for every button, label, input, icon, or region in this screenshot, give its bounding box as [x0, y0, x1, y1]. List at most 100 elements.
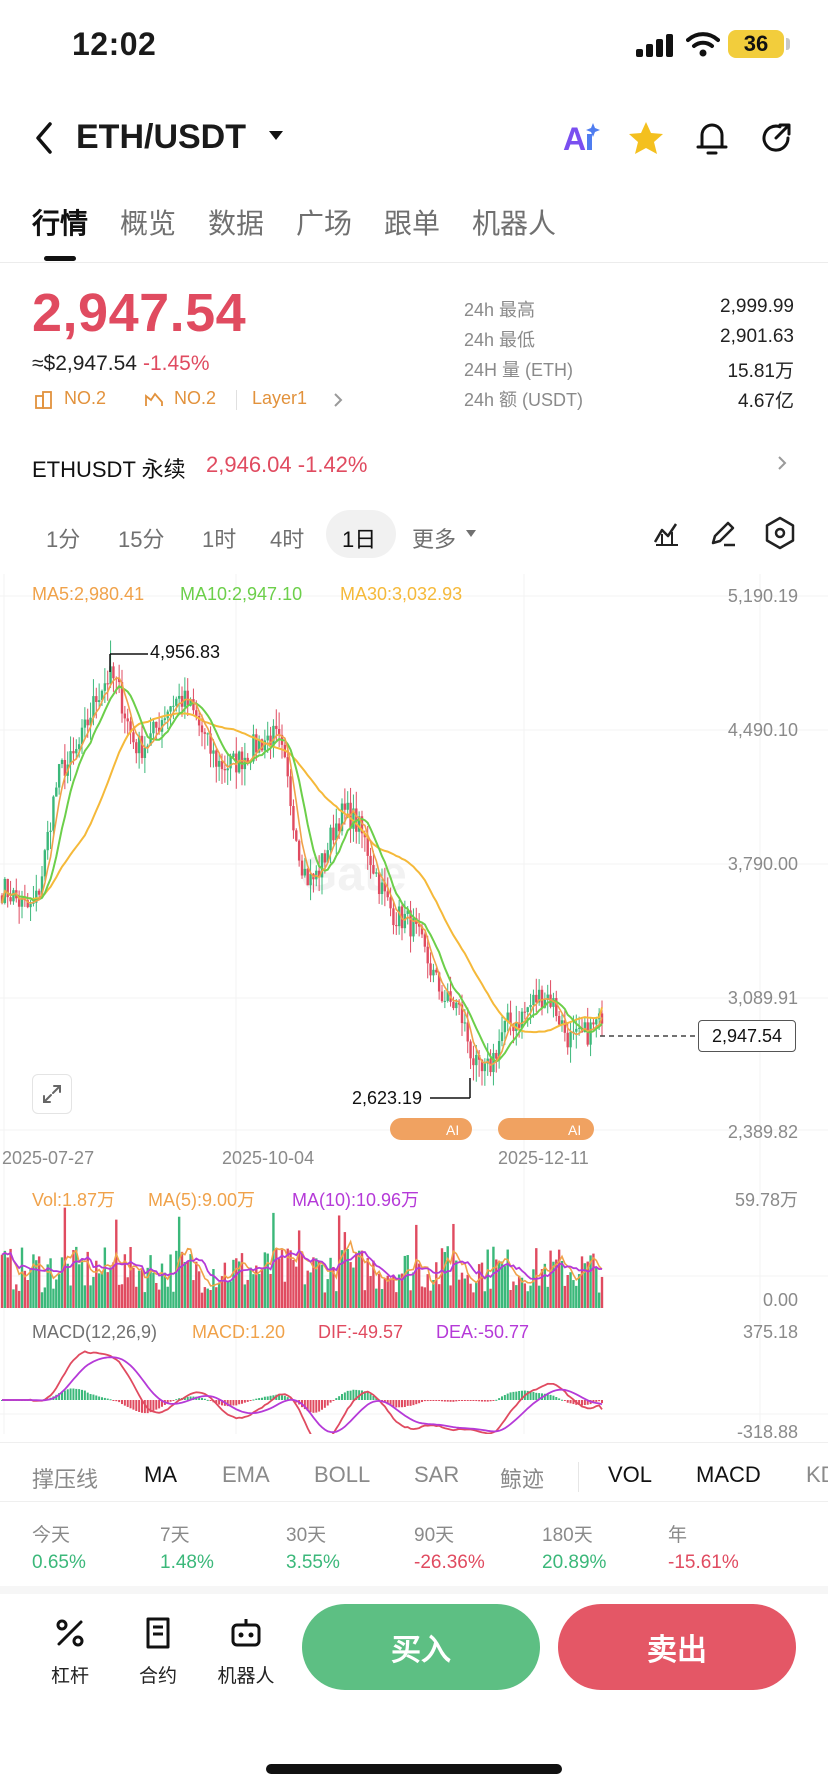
volume-bar — [460, 1272, 464, 1308]
indicator-macd[interactable]: MACD — [696, 1462, 761, 1487]
candle-body — [443, 1000, 447, 1002]
volume-bar — [363, 1290, 367, 1308]
contract-button[interactable]: 合约 — [118, 1616, 198, 1688]
volume-bar — [332, 1266, 335, 1308]
price-alert-bell-icon[interactable] — [690, 116, 734, 160]
volume-bar — [172, 1291, 175, 1308]
last-price: 2,947.54 — [32, 283, 247, 343]
indicator-boll[interactable]: BOLL — [314, 1462, 371, 1487]
candle-body — [52, 796, 55, 831]
macd-bar — [449, 1400, 452, 1402]
bottom-divider — [0, 1586, 828, 1594]
tab-market[interactable]: 行情 — [32, 208, 89, 239]
perpetual-label[interactable]: ETHUSDT 永续 — [32, 457, 186, 482]
indicator-ma[interactable]: MA — [144, 1462, 177, 1487]
macd-bar — [418, 1400, 421, 1404]
sector-chevron-icon[interactable] — [332, 390, 344, 410]
perf-1y-label: 年 — [668, 1525, 688, 1546]
volume-bar — [117, 1284, 121, 1308]
robot-button[interactable]: 机器人 — [206, 1616, 286, 1688]
tab-overview[interactable]: 概览 — [120, 208, 177, 239]
timeframe-15m[interactable]: 15分 — [118, 527, 165, 552]
timeframe-1d[interactable]: 1日 — [342, 527, 377, 552]
candle-body — [497, 1041, 501, 1059]
macd-bar — [583, 1400, 586, 1406]
candle-body — [455, 1002, 458, 1009]
volume-bar — [397, 1274, 401, 1308]
macd-bar — [135, 1400, 138, 1411]
candle-body — [117, 678, 121, 683]
macd-bar — [175, 1399, 178, 1401]
indicator-sar[interactable]: SAR — [414, 1462, 460, 1487]
perf-today-label: 今天 — [32, 1525, 71, 1546]
macd-bar — [206, 1399, 209, 1401]
volume-rank[interactable]: NO.2 — [174, 388, 217, 408]
draw-pencil-icon[interactable] — [708, 518, 738, 548]
more-dropdown-icon[interactable] — [466, 530, 476, 538]
candle-body — [195, 710, 198, 717]
buy-button[interactable]: 买入 — [302, 1604, 540, 1690]
candle-body — [369, 855, 372, 866]
market-cap-rank[interactable]: NO.2 — [64, 388, 107, 408]
sector-tag[interactable]: Layer1 — [252, 388, 308, 408]
volume-bar — [106, 1272, 109, 1308]
indicator-support-resistance[interactable]: 撑压线 — [32, 1467, 99, 1492]
volume-bar — [240, 1253, 244, 1308]
candle-body — [446, 991, 449, 1001]
ai-assistant-icon[interactable]: A — [562, 116, 606, 160]
stat-low-value: 2,901.63 — [720, 326, 794, 347]
volume-bar — [317, 1260, 321, 1308]
robot-label: 机器人 — [217, 1666, 275, 1687]
perpetual-chevron-icon[interactable] — [776, 452, 788, 474]
candle-body — [466, 1022, 469, 1042]
pair-dropdown-icon[interactable] — [268, 130, 284, 142]
macd-bar — [546, 1393, 549, 1400]
candle-body — [326, 850, 329, 863]
tab-data[interactable]: 数据 — [208, 208, 265, 239]
timeframe-1m[interactable]: 1分 — [46, 527, 81, 552]
perpetual-price[interactable]: 2,946.04 -1.42% — [206, 452, 367, 478]
candle-body — [392, 908, 395, 926]
candle-body — [126, 718, 129, 722]
volume-bar — [315, 1258, 318, 1308]
macd-bar — [495, 1399, 498, 1401]
chart-settings-icon[interactable] — [764, 516, 796, 550]
macd-bar — [252, 1399, 255, 1401]
indicator-kdj[interactable]: KDJ — [806, 1462, 828, 1487]
back-icon[interactable] — [30, 118, 60, 158]
macd-bar — [201, 1397, 203, 1400]
candle-body — [17, 898, 21, 907]
candle-body — [589, 1022, 592, 1045]
macd-bar — [563, 1400, 566, 1401]
macd-bar — [72, 1388, 75, 1400]
indicator-whale-track[interactable]: 鲸迹 — [500, 1467, 545, 1492]
macd-bar — [261, 1397, 263, 1400]
vol-axis-min: 0.00 — [762, 1290, 798, 1310]
fullscreen-button[interactable] — [32, 1074, 72, 1114]
favorite-star-icon[interactable] — [624, 116, 668, 160]
tab-square[interactable]: 广场 — [296, 208, 353, 239]
indicator-vol[interactable]: VOL — [608, 1462, 653, 1487]
indicator-ema[interactable]: EMA — [222, 1462, 270, 1487]
leverage-button[interactable]: 杠杆 — [30, 1616, 110, 1688]
timeframe-1h[interactable]: 1时 — [202, 527, 237, 552]
share-icon[interactable] — [754, 116, 798, 160]
indicator-settings-icon[interactable] — [652, 518, 682, 548]
tab-bots[interactable]: 机器人 — [472, 208, 557, 239]
usd-price: ≈$2,947.54 — [32, 352, 137, 375]
candle-body — [403, 913, 407, 929]
kline-chart[interactable]: Gate AI AI — [0, 574, 828, 1434]
tab-copy-trading[interactable]: 跟单 — [384, 208, 441, 239]
sell-button[interactable]: 卖出 — [558, 1604, 796, 1690]
macd-bar — [226, 1400, 229, 1407]
volume-bar — [520, 1277, 524, 1308]
timeframe-4h[interactable]: 4时 — [270, 527, 305, 552]
pair-title[interactable]: ETH/USDT — [76, 118, 246, 156]
volume-bar — [149, 1255, 152, 1308]
current-price-tag[interactable]: 2,947.54 — [698, 1020, 796, 1052]
volume-bar — [272, 1212, 275, 1308]
candle-body — [157, 727, 161, 732]
candle-body — [560, 1020, 564, 1025]
macd-bar — [578, 1400, 581, 1405]
timeframe-more[interactable]: 更多 — [412, 527, 457, 552]
